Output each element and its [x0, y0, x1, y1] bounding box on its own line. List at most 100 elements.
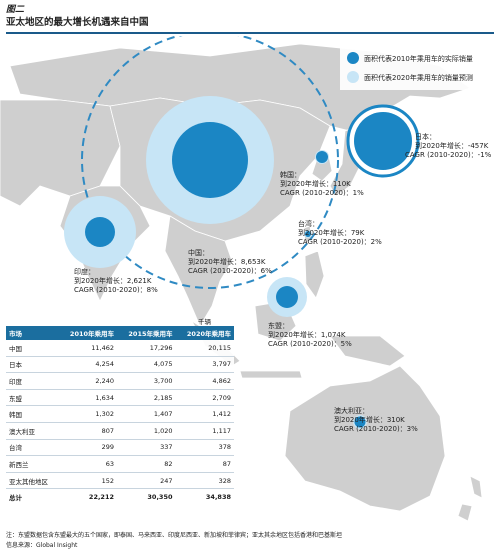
- figure-title: 亚太地区的最大增长机遇来自中国: [6, 17, 149, 28]
- table-header-row: 市场 2010年乘用车 2015年乘用车 2020年乘用车: [6, 326, 234, 340]
- asean-actual-bubble: [276, 286, 298, 308]
- cell-2020: 1,117: [175, 422, 234, 440]
- cell-2015: 1,407: [117, 405, 176, 423]
- title-rule: [6, 32, 494, 34]
- label-korea-growth: 到2020年增长：110K: [280, 179, 351, 188]
- cell-2010: 299: [58, 439, 118, 457]
- footnote: 注：东盟数据包含东盟最大的五个国家，即泰国、马来西亚、印度尼西亚、新加坡和菲律宾…: [6, 531, 494, 551]
- sales-table: 市场 2010年乘用车 2015年乘用车 2020年乘用车 中国 11,462 …: [6, 326, 234, 505]
- cell-2020: 20,115: [175, 340, 234, 357]
- footnote-source: 信息来源：Global Insight: [6, 542, 78, 549]
- header-market: 市场: [6, 326, 59, 340]
- cell-2015: 1,020: [117, 422, 176, 440]
- cell-market: 东盟: [6, 389, 59, 407]
- label-india-name: 印度：: [74, 267, 95, 276]
- land-new-zealand: [457, 475, 483, 522]
- label-japan-name: 日本：: [415, 132, 436, 141]
- taiwan-actual-bubble: [305, 231, 311, 237]
- label-australia: 澳大利亚： 到2020年增长：310K CAGR (2010-2020)：3%: [334, 406, 418, 433]
- bubbles: [64, 36, 420, 429]
- label-china-name: 中国：: [188, 248, 209, 257]
- cell-2015: 247: [117, 472, 176, 490]
- label-india-growth: 到2020年增长：2,621K: [74, 276, 152, 285]
- cell-2010: 63: [58, 455, 118, 473]
- cell-market: 亚太其他地区: [6, 472, 59, 490]
- legend-actual-label: 面积代表2010年乘用车的实际销量: [364, 54, 473, 63]
- cell-2020: 2,709: [175, 389, 234, 407]
- korea-actual-bubble: [316, 151, 328, 163]
- cell-market: 新西兰: [6, 455, 59, 473]
- cell-2010: 807: [58, 422, 118, 440]
- land-indonesia-java: [239, 370, 303, 379]
- cell-2020: 4,862: [175, 372, 234, 390]
- label-korea-cagr: CAGR (2010-2020)：1%: [280, 189, 364, 197]
- cell-2020: 1,412: [175, 405, 234, 423]
- cell-2010: 2,240: [58, 372, 118, 390]
- table-unit: 千辆: [198, 318, 211, 326]
- label-australia-name: 澳大利亚：: [334, 406, 369, 415]
- label-asean-growth: 到2020年增长：1,074K: [268, 330, 346, 339]
- cell-2015: 2,185: [117, 389, 176, 407]
- table-row: 亚太其他地区 152 247 328: [6, 472, 234, 490]
- cell-2015: 82: [117, 455, 176, 473]
- india-actual-bubble: [85, 217, 115, 247]
- cell-2020: 378: [175, 439, 234, 457]
- table-row: 印度 2,240 3,700 4,862: [6, 372, 234, 390]
- label-asean-cagr: CAGR (2010-2020)：5%: [268, 340, 352, 348]
- cell-2015: 3,700: [117, 372, 176, 390]
- label-australia-growth: 到2020年增长：310K: [334, 415, 405, 424]
- label-china-cagr: CAGR (2010-2020)：6%: [188, 267, 272, 275]
- table-row: 新西兰 63 82 87: [6, 455, 234, 473]
- figure-header: 图二 亚太地区的最大增长机遇来自中国: [6, 4, 494, 29]
- label-korea: 韩国： 到2020年增长：110K CAGR (2010-2020)：1%: [280, 170, 364, 197]
- label-japan-cagr: CAGR (2010-2020)：-1%: [405, 151, 492, 159]
- cell-2015: 337: [117, 439, 176, 457]
- land-philippines: [304, 250, 325, 299]
- label-china-growth: 到2020年增长：8,653K: [188, 257, 266, 266]
- sales-table-container: 市场 2010年乘用车 2015年乘用车 2020年乘用车 中国 11,462 …: [6, 326, 234, 505]
- land-new-guinea: [329, 335, 406, 367]
- cell-2010: 1,302: [58, 405, 118, 423]
- legend-actual-swatch: [347, 52, 359, 64]
- label-japan-growth: 到2020年增长：-457K: [415, 141, 489, 150]
- cell-market: 韩国: [6, 405, 59, 423]
- cell-2020: 3,797: [175, 356, 234, 374]
- total-2010: 22,212: [58, 488, 118, 505]
- legend-forecast-swatch: [347, 71, 359, 83]
- header-2015: 2015年乘用车: [117, 326, 176, 340]
- label-taiwan-growth: 到2020年增长：79K: [298, 228, 365, 237]
- cell-2010: 11,462: [58, 340, 118, 357]
- cell-2010: 152: [58, 472, 118, 490]
- label-taiwan-cagr: CAGR (2010-2020)：2%: [298, 238, 382, 246]
- cell-2010: 1,634: [58, 389, 118, 407]
- legend-forecast-label: 面积代表2020年乘用车的销量预测: [364, 73, 473, 82]
- cell-2020: 328: [175, 472, 234, 490]
- table-row: 中国 11,462 17,296 20,115: [6, 340, 234, 357]
- land-se-asia: [164, 215, 233, 327]
- header-2020: 2020年乘用车: [175, 326, 234, 340]
- cell-2020: 87: [175, 455, 234, 473]
- table-row: 东盟 1,634 2,185 2,709: [6, 389, 234, 407]
- region-labels: 日本： 到2020年增长：-457K CAGR (2010-2020)：-1% …: [74, 132, 492, 433]
- table-row: 日本 4,254 4,075 3,797: [6, 356, 234, 374]
- table-row: 台湾 299 337 378: [6, 439, 234, 457]
- label-asean: 东盟： 到2020年增长：1,074K CAGR (2010-2020)：5%: [268, 321, 352, 348]
- cell-market: 印度: [6, 372, 59, 390]
- cell-market: 台湾: [6, 439, 59, 457]
- label-korea-name: 韩国：: [280, 170, 301, 179]
- label-japan: 日本： 到2020年增长：-457K CAGR (2010-2020)：-1%: [405, 132, 492, 159]
- australia-actual-bubble: [354, 416, 366, 428]
- china-actual-bubble: [172, 122, 248, 198]
- table-row: 韩国 1,302 1,407 1,412: [6, 405, 234, 423]
- total-2020: 34,838: [175, 488, 234, 505]
- label-taiwan: 台湾： 到2020年增长：79K CAGR (2010-2020)：2%: [298, 219, 382, 246]
- label-india-cagr: CAGR (2010-2020)：8%: [74, 286, 158, 294]
- asia-pacific-bubble-map: 面积代表2010年乘用车的实际销量 面积代表2020年乘用车的销量预测 日本： …: [0, 36, 495, 522]
- cell-2010: 4,254: [58, 356, 118, 374]
- legend-box: [340, 46, 495, 90]
- label-asean-name: 东盟：: [268, 321, 289, 330]
- table-row: 澳大利亚 807 1,020 1,117: [6, 422, 234, 440]
- label-australia-cagr: CAGR (2010-2020)：3%: [334, 425, 418, 433]
- footnote-note: 注：东盟数据包含东盟最大的五个国家，即泰国、马来西亚、印度尼西亚、新加坡和菲律宾…: [6, 532, 343, 539]
- total-label: 总计: [6, 488, 59, 505]
